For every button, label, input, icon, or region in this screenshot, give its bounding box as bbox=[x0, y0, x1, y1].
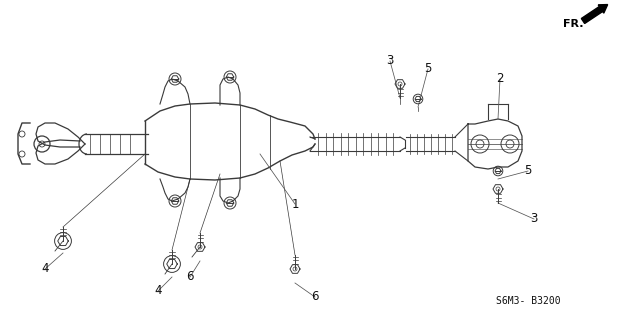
Text: 6: 6 bbox=[186, 271, 194, 284]
Text: 6: 6 bbox=[311, 291, 319, 303]
Text: 3: 3 bbox=[387, 55, 394, 68]
FancyArrow shape bbox=[581, 4, 607, 24]
Text: 5: 5 bbox=[424, 63, 432, 76]
Text: S6M3- B3200: S6M3- B3200 bbox=[496, 296, 560, 306]
Text: 4: 4 bbox=[154, 285, 162, 298]
Text: 4: 4 bbox=[41, 263, 49, 276]
Text: 1: 1 bbox=[291, 197, 299, 211]
Text: 2: 2 bbox=[496, 72, 504, 85]
Text: 5: 5 bbox=[524, 165, 532, 177]
Text: FR.: FR. bbox=[563, 19, 584, 29]
Text: 3: 3 bbox=[531, 212, 538, 226]
